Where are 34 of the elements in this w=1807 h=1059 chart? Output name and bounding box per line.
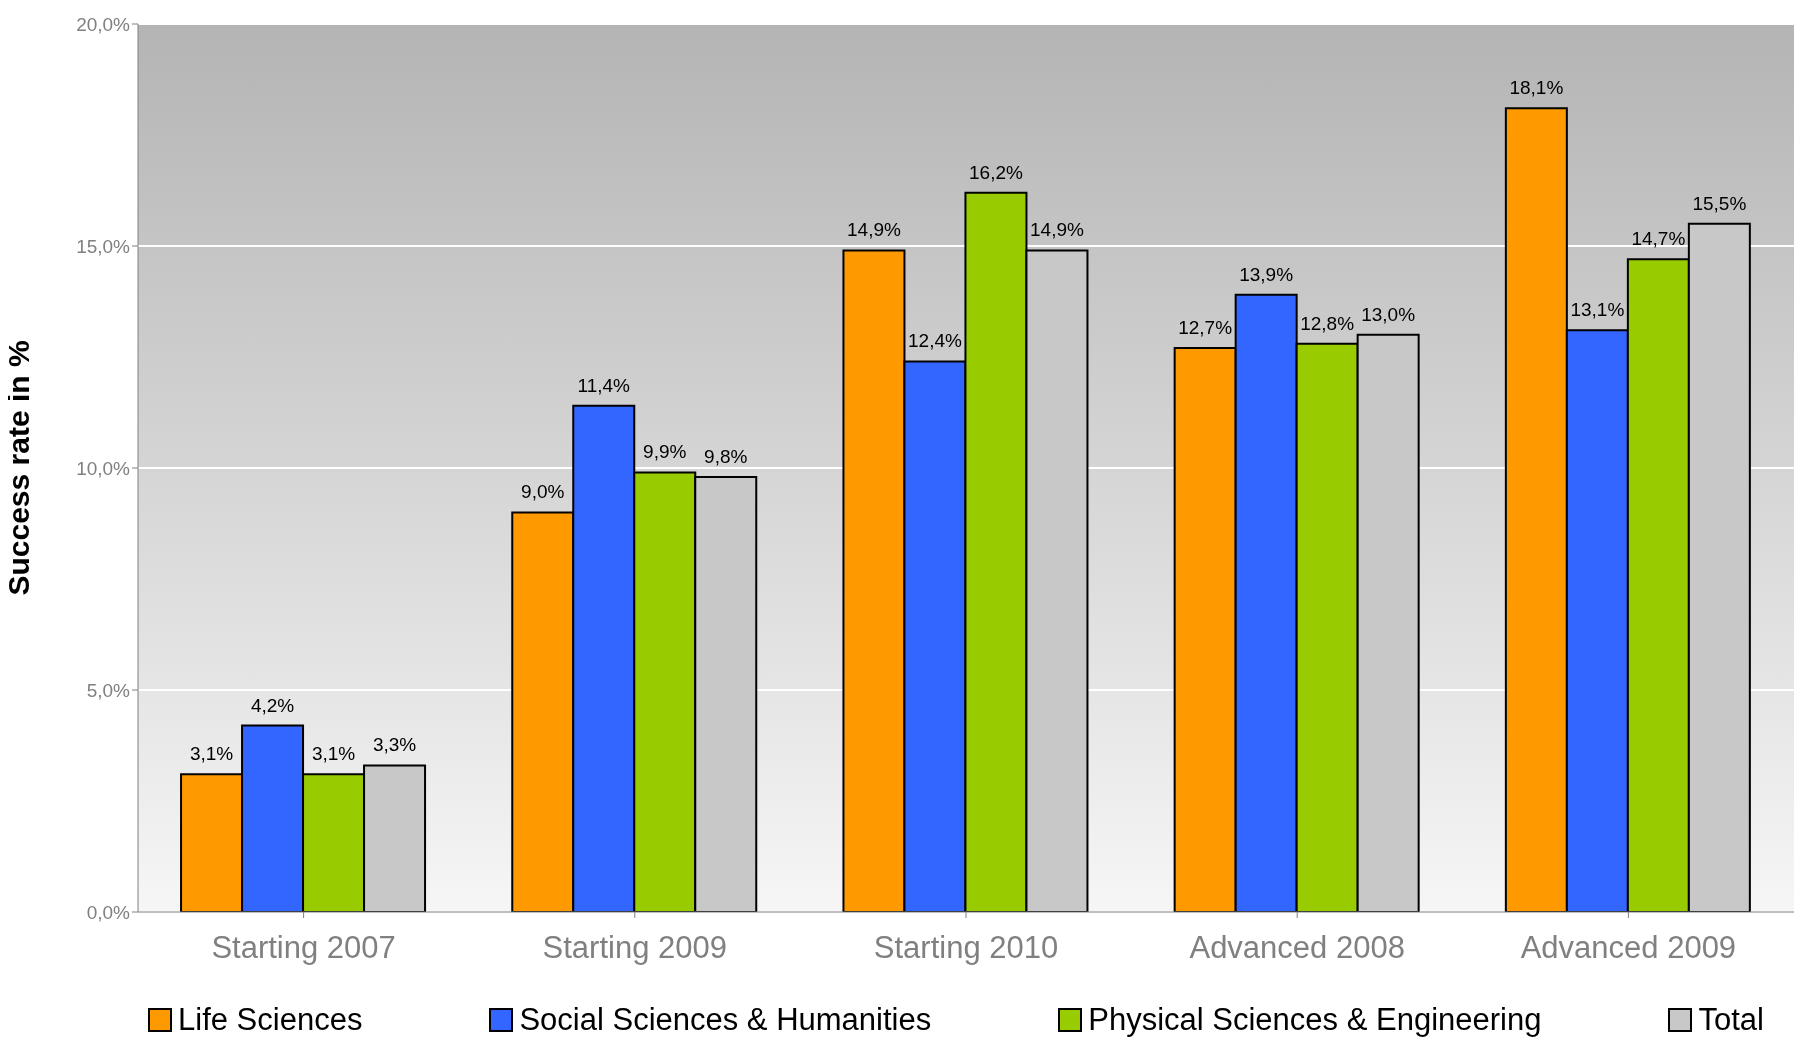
data-label: 12,8% — [1300, 312, 1355, 334]
data-label: 9,0% — [521, 481, 565, 503]
data-label: 3,1% — [189, 743, 234, 765]
x-tick-label: Advanced 2009 — [1520, 930, 1737, 966]
legend-label: Total — [1698, 1002, 1764, 1038]
legend-label: Life Sciences — [178, 1002, 363, 1038]
data-label: 4,2% — [250, 694, 295, 716]
data-label: 18,1% — [1509, 77, 1564, 99]
x-tick-label: Starting 2007 — [211, 930, 396, 966]
x-tick-label: Starting 2010 — [873, 930, 1059, 966]
y-tick-label: 0,0% — [86, 901, 131, 923]
x-tick-label: Starting 2009 — [542, 930, 728, 966]
data-label: 15,5% — [1692, 192, 1747, 214]
data-label: 13,1% — [1570, 299, 1625, 321]
y-tick-label: 15,0% — [76, 235, 131, 257]
data-label: 13,9% — [1239, 263, 1294, 285]
y-tick-label: 20,0% — [76, 13, 131, 35]
data-label: 11,4% — [577, 374, 631, 396]
data-label: 14,9% — [847, 219, 901, 241]
x-tick-label: Advanced 2008 — [1189, 930, 1405, 966]
data-label: 12,4% — [908, 330, 962, 352]
y-tick-label: 5,0% — [86, 679, 131, 701]
data-label: 3,1% — [311, 743, 356, 765]
data-label: 16,2% — [969, 161, 1023, 183]
data-label: 14,7% — [1631, 228, 1686, 250]
data-label: 13,0% — [1361, 303, 1416, 325]
data-label: 12,7% — [1178, 317, 1233, 339]
data-label: 9,9% — [643, 441, 687, 463]
legend-label: Physical Sciences & Engineering — [1088, 1002, 1542, 1038]
data-label: 3,3% — [372, 734, 417, 756]
legend-label: Social Sciences & Humanities — [519, 1002, 932, 1038]
data-label: 14,9% — [1030, 219, 1084, 241]
y-tick-label: 10,0% — [76, 457, 131, 479]
data-label: 9,8% — [704, 445, 748, 467]
